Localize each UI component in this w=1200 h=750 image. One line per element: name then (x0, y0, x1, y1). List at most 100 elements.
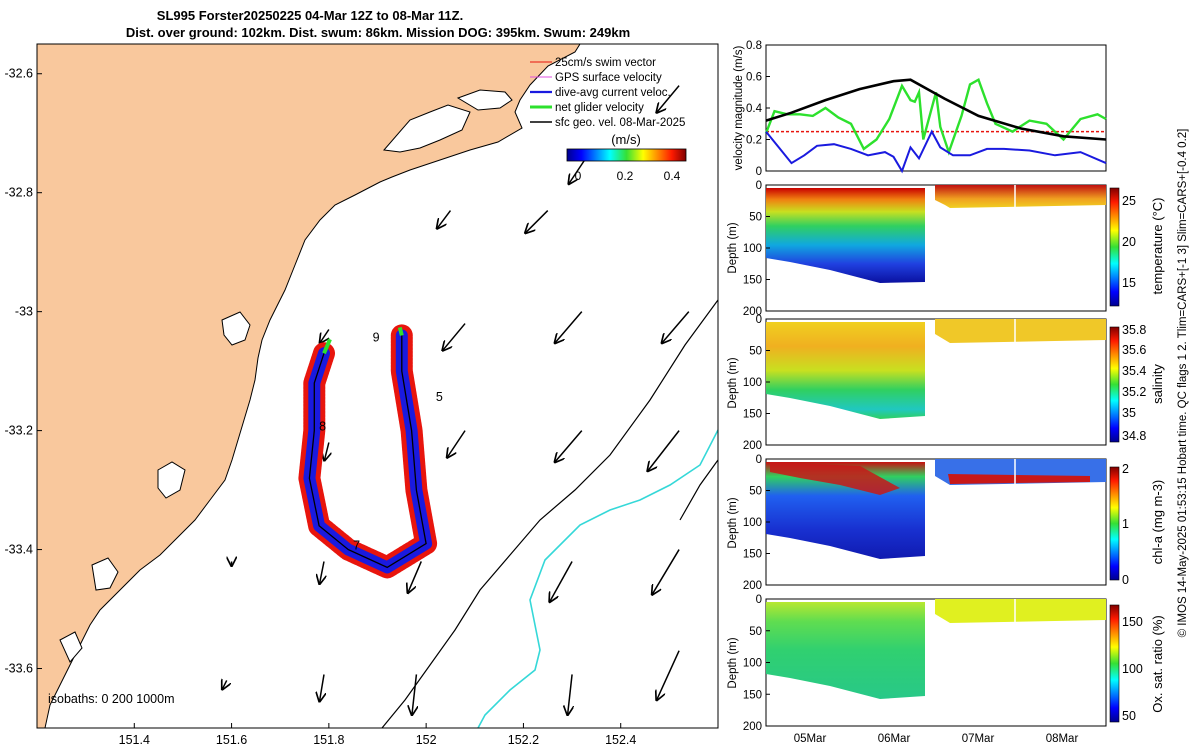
net-velocity-start (322, 338, 332, 355)
depth-tick-3-2: 100 (743, 658, 762, 670)
isobath-200b (679, 459, 718, 521)
estuary-5 (91, 557, 119, 591)
geo-vector-20 (568, 674, 573, 715)
map-x-tick-0: 151.4 (119, 733, 150, 747)
chla-cb-tick-2: 0 (1122, 573, 1129, 587)
geo-vector-15 (550, 561, 573, 602)
velocity-series-net-glider (764, 77, 1107, 156)
depth-tick-0-4: 200 (743, 306, 762, 318)
legend-gps-label: GPS surface velocity (555, 72, 662, 84)
temperature-cb-tick-0: 25 (1122, 194, 1136, 208)
geo-vector-10 (555, 430, 583, 463)
oxygen-ylabel: Depth (m) (727, 637, 739, 688)
salinity-cb-tick-4: 35 (1122, 406, 1136, 420)
velocity-series-sfc-geo (765, 78, 1107, 141)
velocity-y-tick-2: 0.4 (746, 103, 763, 115)
map-colorbar-title: (m/s) (611, 132, 641, 147)
estuary-4 (157, 461, 186, 499)
velocity-axes (765, 44, 1107, 172)
depth-tick-2-1: 50 (749, 486, 762, 498)
oxygen-colorbar (1109, 604, 1120, 723)
velocity-ticks: 0 0.2 0.4 0.6 0.8 (746, 40, 770, 178)
title-line-1: SL995 Forster20250225 04-Mar 12Z to 08-M… (157, 8, 463, 23)
map-cb-tick-1: 0.2 (617, 169, 634, 183)
temperature-field-a (766, 188, 925, 283)
geo-vector-3 (525, 210, 549, 234)
temperature-ylabel: Depth (m) (727, 222, 739, 273)
title-line-2: Dist. over ground: 102km. Dist. swum: 86… (126, 25, 630, 40)
depth-tick-0-0: 0 (756, 180, 762, 192)
geo-vector-17 (222, 680, 227, 689)
depth-tick-1-2: 100 (743, 377, 762, 389)
chla-cblabel: chl-a (mg m-3) (1150, 480, 1165, 565)
oxygen-cb-tick-1: 100 (1122, 662, 1143, 676)
depth-tick-0-2: 100 (743, 243, 762, 255)
map-x-tick-2: 151.8 (313, 733, 344, 747)
map-axes: 151.4 151.6 151.8 152 152.2 152.4 -32.6 -32.8 -3… (5, 67, 637, 747)
salinity-colorbar (1109, 326, 1120, 443)
geo-vector-11 (648, 430, 680, 472)
map-x-tick-4: 152.2 (508, 733, 539, 747)
oxygen-panel: Depth (m) Ox. sat. ratio (%) 150 100 50 … (727, 598, 1165, 745)
velocity-y-tick-1: 0.2 (746, 135, 762, 147)
section-panels: Depth (m) temperature (°C) 25 20 15 Dept… (727, 180, 1165, 745)
geo-vector-14 (408, 561, 422, 593)
day-label-2: 5 (436, 390, 443, 404)
chla-cb-tick-0: 2 (1122, 462, 1129, 476)
depth-tick-0-3: 150 (743, 275, 762, 287)
oxygen-cb-tick-2: 50 (1122, 709, 1136, 723)
estuary-6 (59, 631, 83, 663)
geo-vector-18 (319, 674, 324, 701)
chla-bloom (770, 462, 900, 495)
velocity-series-dive-avg (765, 129, 1107, 174)
geo-vector-16 (652, 549, 680, 595)
temperature-cb-tick-2: 15 (1122, 276, 1136, 290)
temperature-cblabel: temperature (°C) (1150, 198, 1165, 295)
geo-vector-19 (412, 674, 417, 715)
isobath-1000 (477, 429, 718, 728)
depth-tick-2-4: 200 (743, 580, 762, 592)
legend-swim-label: 25cm/s swim vector (555, 57, 656, 69)
map-y-tick-2: -33 (15, 305, 33, 319)
chla-panel: Depth (m) chl-a (mg m-3) 2 1 0 (727, 458, 1165, 587)
map-legend: 25cm/s swim vector GPS surface velocity … (530, 57, 687, 183)
estuary-2 (456, 89, 513, 111)
legend-diveavg-label: dive-avg current veloc. (555, 87, 671, 99)
chla-colorbar (1109, 466, 1120, 581)
geo-vector-7 (662, 311, 690, 344)
depth-tick-3-3: 150 (743, 689, 762, 701)
map-frame (36, 43, 719, 729)
oxygen-cb-tick-0: 150 (1122, 615, 1143, 629)
velocity-y-tick-3: 0.6 (746, 72, 762, 84)
oxygen-field-b (935, 599, 1106, 623)
map-y-tick-3: -33.2 (5, 424, 34, 438)
map-y-tick-5: -33.6 (5, 662, 34, 676)
side-note: © IMOS 14-May-2025 01:53:15 Hobart time.… (1177, 129, 1189, 638)
velocity-panel: 0 0.2 0.4 0.6 0.8 velocity magnitude (m/s) (733, 40, 1107, 178)
geo-vector-13 (319, 561, 324, 584)
day-label-3: 8 (319, 420, 326, 434)
geo-vector-0 (657, 85, 680, 113)
map-colorbar (566, 148, 687, 162)
salinity-cb-tick-5: 34.8 (1122, 429, 1146, 443)
chla-ylabel: Depth (m) (727, 497, 739, 548)
oxygen-field-a (766, 602, 925, 699)
map-x-tick-3: 152 (416, 733, 437, 747)
map-y-tick-1: -32.8 (5, 186, 34, 200)
depth-tick-0-1: 50 (749, 212, 762, 224)
temperature-cb-tick-1: 20 (1122, 235, 1136, 249)
oxygen-cblabel: Ox. sat. ratio (%) (1150, 615, 1165, 713)
legend-geo-label: sfc geo. vel. 08-Mar-2025 (555, 117, 685, 129)
salinity-field-b (935, 319, 1106, 343)
depth-tick-1-1: 50 (749, 346, 762, 358)
depth-tick-2-2: 100 (743, 517, 762, 529)
salinity-ylabel: Depth (m) (727, 357, 739, 408)
track-line (308, 335, 427, 569)
depth-tick-1-4: 200 (743, 440, 762, 452)
geo-vector-6 (555, 311, 583, 344)
geo-vector-2 (437, 210, 452, 229)
velocity-y-tick-4: 0.8 (746, 40, 762, 52)
map-x-tick-5: 152.4 (605, 733, 636, 747)
